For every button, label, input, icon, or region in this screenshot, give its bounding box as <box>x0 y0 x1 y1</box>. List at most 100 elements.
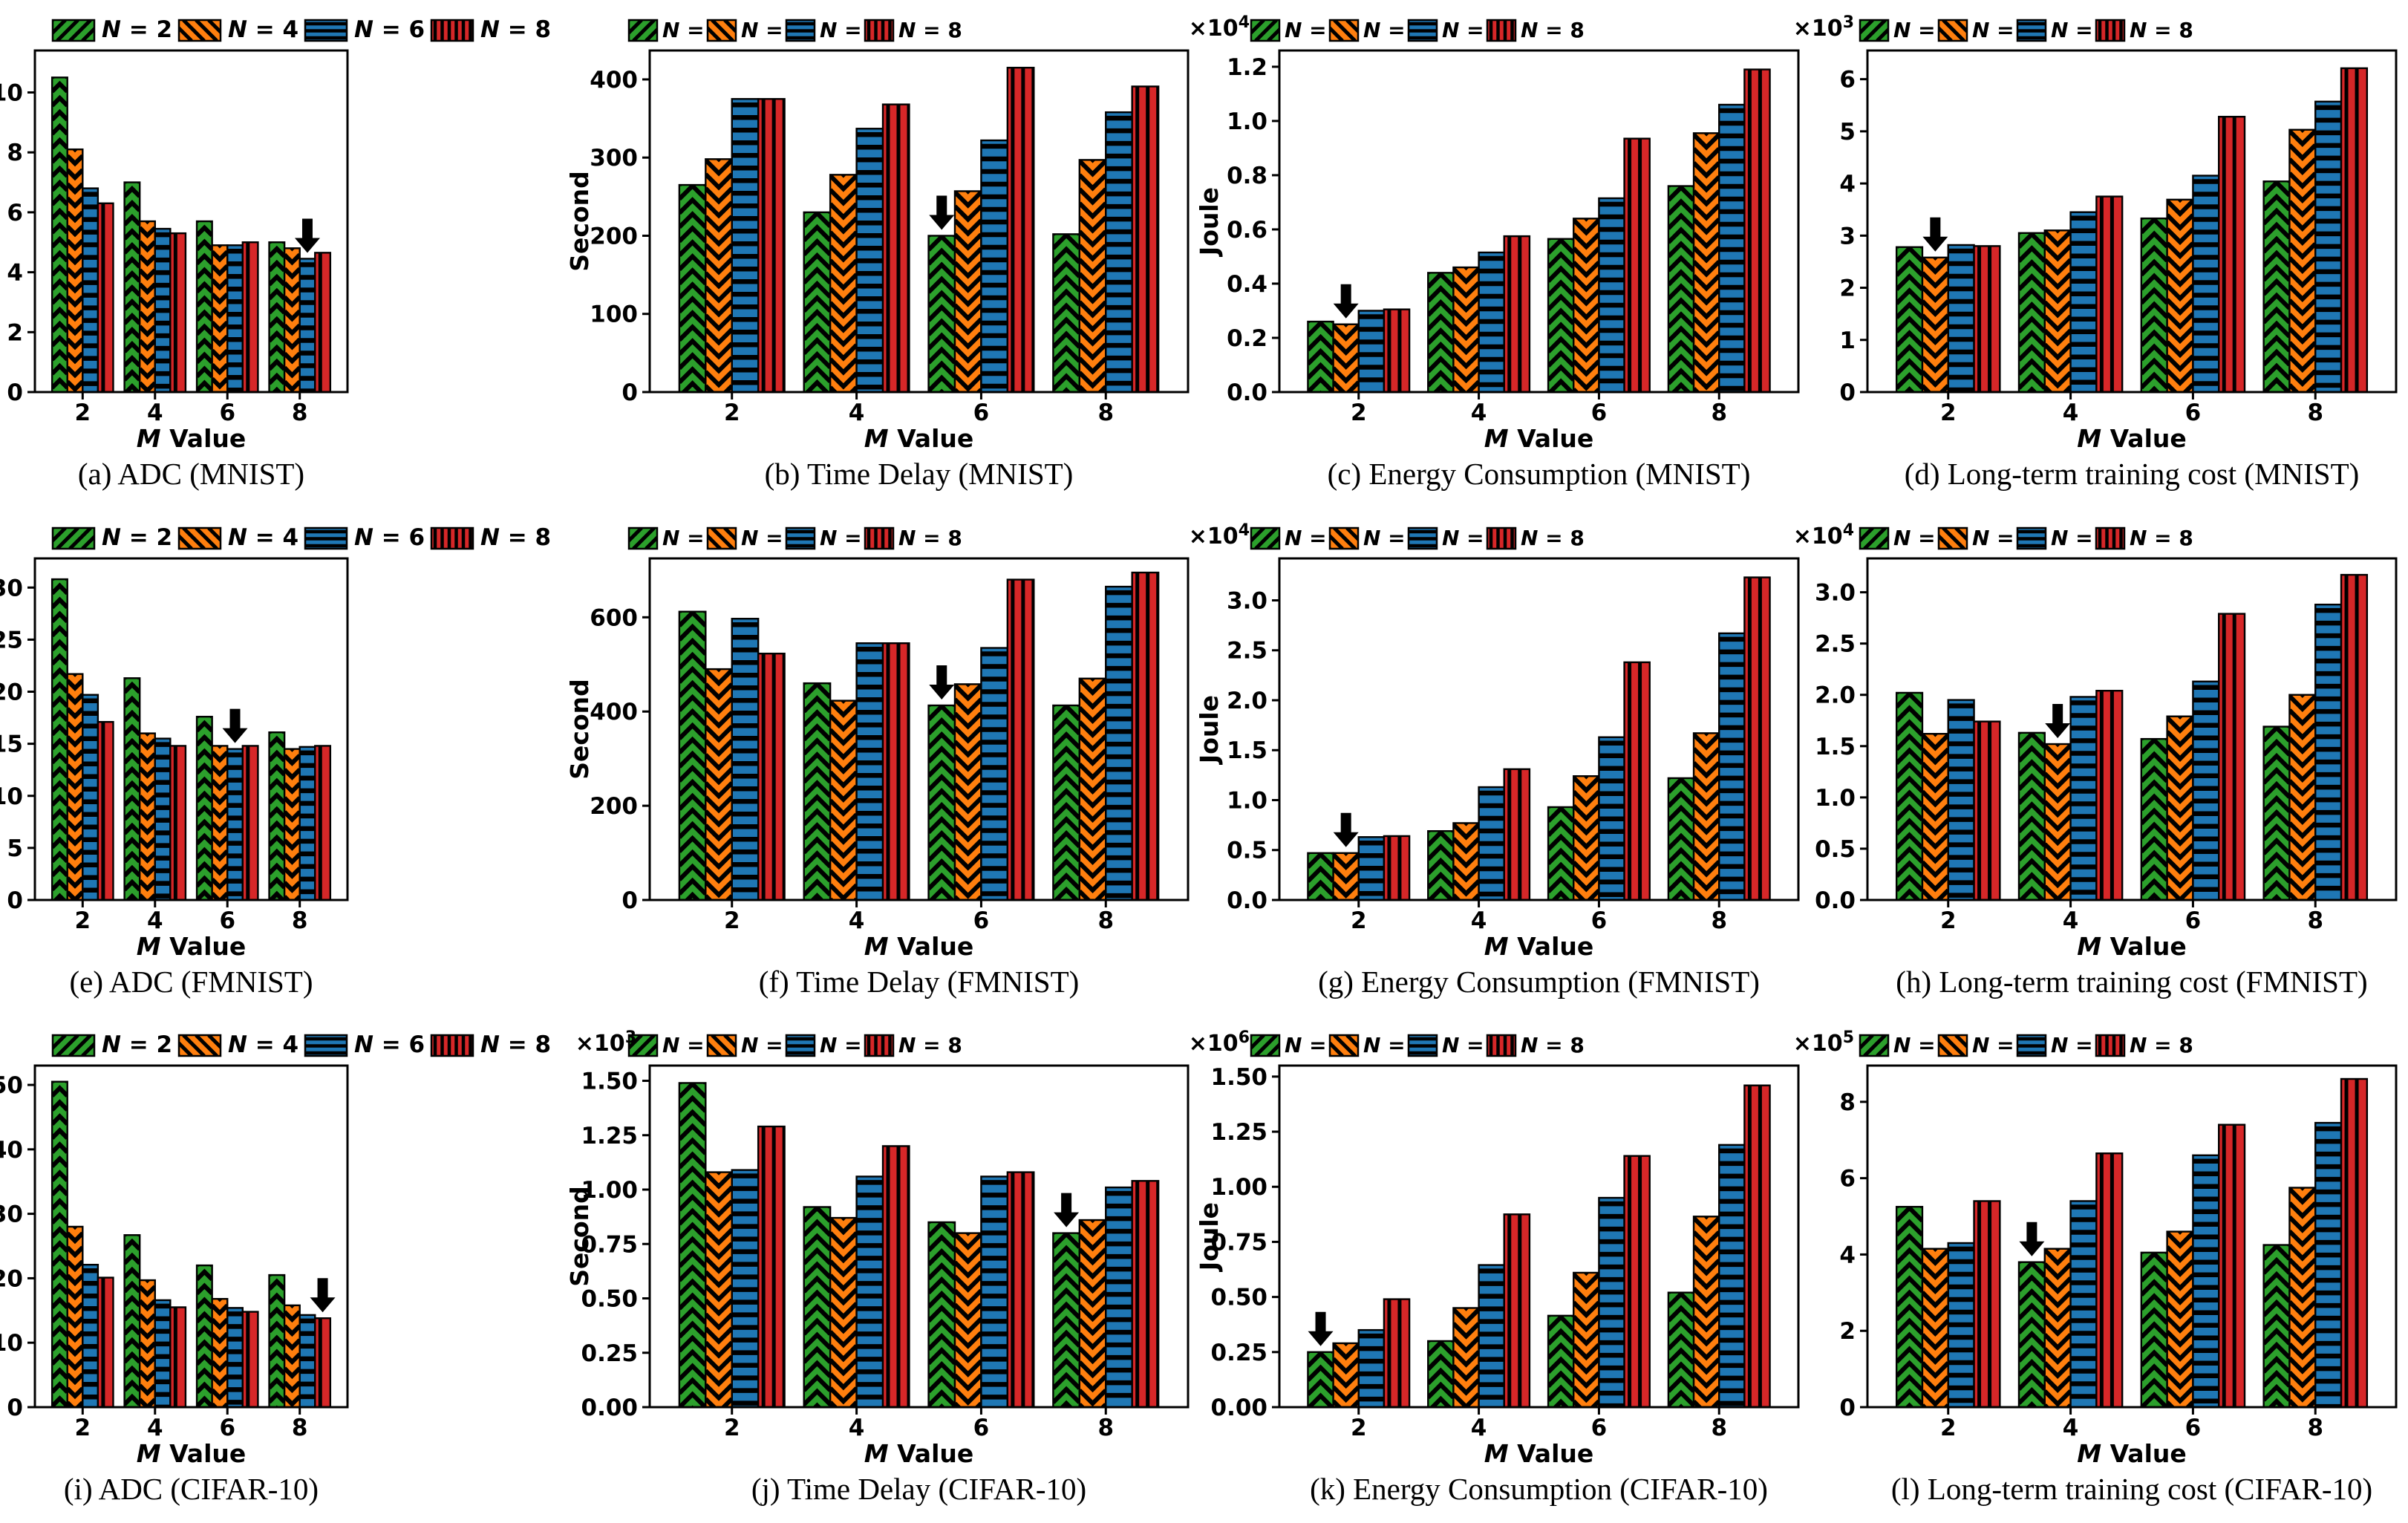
bar-hatch-chevron-down <box>1079 160 1106 393</box>
y-tick-label: 1.25 <box>1211 1119 1268 1146</box>
hatch-lines <box>1478 790 1504 897</box>
chart-caption: (l) Long-term training cost (CIFAR-10) <box>1891 1472 2372 1506</box>
hatch-lines <box>1358 841 1384 896</box>
hatch-lines <box>1948 248 1974 392</box>
bar-hatch-horizontal <box>227 249 243 392</box>
x-axis: 2 4 6 8 <box>1351 900 1727 934</box>
legend-label: N = 8 <box>480 1031 551 1058</box>
y-tick-label: 300 <box>590 145 638 172</box>
swatch-hatch <box>1251 528 1279 549</box>
swatch-hatch <box>1409 22 1437 40</box>
hatch-lines <box>2070 215 2097 385</box>
x-axis-label: M Value <box>2077 1439 2187 1468</box>
bar-hatch-chevron-up <box>803 1207 831 1407</box>
hatch-lines <box>2099 1153 2114 1407</box>
hatch-lines <box>2099 691 2114 900</box>
bar-hatch-chevron-up <box>1308 322 1334 393</box>
y-tick-label: 0.75 <box>1211 1229 1268 1256</box>
axes-box <box>1278 557 1800 901</box>
x-tick-label: 2 <box>1940 907 1957 934</box>
y-tick-label: 0 <box>1839 379 1856 406</box>
hatch-lines <box>1747 577 1762 900</box>
swatch-hatch <box>1939 20 1967 41</box>
bar-hatch-chevron-up <box>1428 273 1454 392</box>
hatch-lines <box>269 1275 285 1407</box>
bar-hatch-chevron-up <box>803 683 831 900</box>
y-tick-label: 6 <box>1839 1166 1856 1193</box>
bar-hatch-chevron-down <box>954 684 982 901</box>
hatch-lines <box>1358 1333 1384 1402</box>
bar-hatch-horizontal <box>1358 1333 1384 1402</box>
bar-hatch-chevron-down <box>705 159 732 392</box>
chart-a: N = 2 N = 4 N = 6 N = 8 0 2 4 6 8 10 2 4 6 8 M Value (a… <box>0 16 551 491</box>
bar-hatch-chevron-up <box>1668 777 1694 900</box>
hatch-lines <box>1251 20 1279 41</box>
bar-hatch-vertical <box>1747 577 1762 900</box>
hatch-lines <box>67 1226 83 1407</box>
chart-caption: (e) ADC (FMNIST) <box>70 965 313 999</box>
axis-offset-label: ×104 <box>1189 521 1250 549</box>
legend-item: N = 8 <box>864 1033 962 1057</box>
chart-e: N = 2 N = 4 N = 6 N = 8 0 5 10 15 20 25 30 2 4 6 8 M Va… <box>0 524 551 999</box>
x-tick-label: 2 <box>1940 399 1957 426</box>
bars <box>678 571 1160 901</box>
y-axis: 0 100 200 300 400 <box>590 67 650 406</box>
swatch-hatch <box>305 529 347 548</box>
hatch-lines <box>1896 692 1922 900</box>
hatch-lines <box>954 684 982 901</box>
bar-hatch-horizontal <box>2070 1204 2097 1399</box>
bar-hatch-chevron-up <box>1896 247 1922 393</box>
bar-hatch-horizontal <box>1599 201 1625 384</box>
y-tick-label: 10 <box>0 1330 23 1357</box>
bar-hatch-horizontal <box>856 132 884 390</box>
x-tick-label: 4 <box>147 1415 163 1441</box>
swatch-hatch <box>179 528 221 549</box>
hatch-lines <box>1387 835 1402 900</box>
swatch-hatch <box>1330 528 1358 549</box>
bar-hatch-chevron-up <box>2018 1262 2045 1408</box>
legend-label: N = 4 <box>228 1031 298 1058</box>
bar-hatch-vertical <box>2099 1153 2114 1407</box>
legend-label: N = 8 <box>1521 1033 1585 1057</box>
y-tick-label: 4 <box>1839 1242 1856 1268</box>
legend-item: N = 8 <box>864 18 962 42</box>
hatch-lines <box>2315 1126 2342 1407</box>
hatch-lines <box>197 717 212 900</box>
y-tick-label: 1.50 <box>1211 1064 1268 1091</box>
hatch-lines <box>269 242 285 392</box>
bar-hatch-chevron-down <box>2289 694 2316 900</box>
bar-a-n8-m8 <box>315 252 330 392</box>
bar-hatch-chevron-up <box>124 182 140 392</box>
y-tick-label: 0.50 <box>1211 1285 1268 1311</box>
hatch-lines <box>1860 1035 1888 1056</box>
hatch-lines <box>1453 823 1479 900</box>
hatch-lines <box>629 528 657 549</box>
bar-i-n2-m4 <box>124 1235 140 1407</box>
hatch-lines <box>1333 324 1359 393</box>
y-tick-label: 6 <box>7 200 23 226</box>
hatch-lines <box>1548 806 1574 900</box>
hatch-lines <box>867 20 892 41</box>
x-tick-label: 8 <box>292 907 308 934</box>
bar-e-n8-m6 <box>242 746 258 900</box>
hatch-lines <box>786 1037 815 1055</box>
hatch-lines <box>1079 678 1106 900</box>
bar-hatch-horizontal <box>1719 108 1745 391</box>
legend-label: N = 2 <box>102 16 172 43</box>
bar-a-n8-m2 <box>97 203 114 392</box>
legend-label: N = 8 <box>898 1033 962 1057</box>
x-axis-label: M Value <box>137 932 247 961</box>
legend-item: N = 6 <box>304 524 425 551</box>
x-axis-label: M Value <box>1484 932 1594 961</box>
hatch-lines <box>1860 20 1888 41</box>
bar-hatch-chevron-up <box>1053 234 1080 392</box>
bar-hatch-vertical <box>1977 721 1992 900</box>
hatch-lines <box>53 528 94 549</box>
hatch-lines <box>67 149 83 392</box>
bar-hatch-vertical <box>2222 613 2236 900</box>
hatch-lines <box>2044 1248 2071 1407</box>
y-tick-label: 1.00 <box>1211 1174 1268 1201</box>
y-tick-label: 5 <box>1839 119 1856 146</box>
hatch-lines <box>1719 1148 1745 1406</box>
